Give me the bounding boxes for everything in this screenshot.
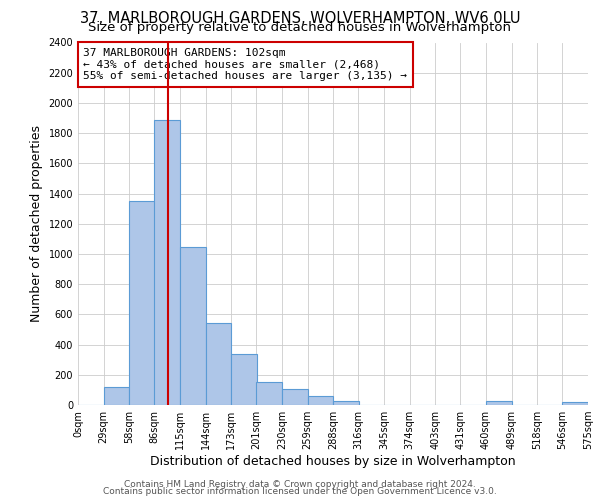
Bar [334,401,359,405]
Bar [486,401,512,405]
Bar [562,402,588,405]
Bar [232,354,257,405]
Text: Size of property relative to detached houses in Wolverhampton: Size of property relative to detached ho… [89,21,511,34]
Text: 37 MARLBOROUGH GARDENS: 102sqm
← 43% of detached houses are smaller (2,468)
55% : 37 MARLBOROUGH GARDENS: 102sqm ← 43% of … [83,48,407,81]
Bar [308,396,334,405]
Text: Contains public sector information licensed under the Open Government Licence v3: Contains public sector information licen… [103,487,497,496]
Bar [206,322,232,405]
Bar [154,120,180,405]
Text: 37, MARLBOROUGH GARDENS, WOLVERHAMPTON, WV6 0LU: 37, MARLBOROUGH GARDENS, WOLVERHAMPTON, … [80,11,520,26]
Bar [180,247,206,405]
Bar [256,382,282,405]
Bar [130,201,155,405]
Bar [282,389,308,405]
Y-axis label: Number of detached properties: Number of detached properties [30,125,43,322]
X-axis label: Distribution of detached houses by size in Wolverhampton: Distribution of detached houses by size … [150,455,516,468]
Text: Contains HM Land Registry data © Crown copyright and database right 2024.: Contains HM Land Registry data © Crown c… [124,480,476,489]
Bar [104,387,130,405]
